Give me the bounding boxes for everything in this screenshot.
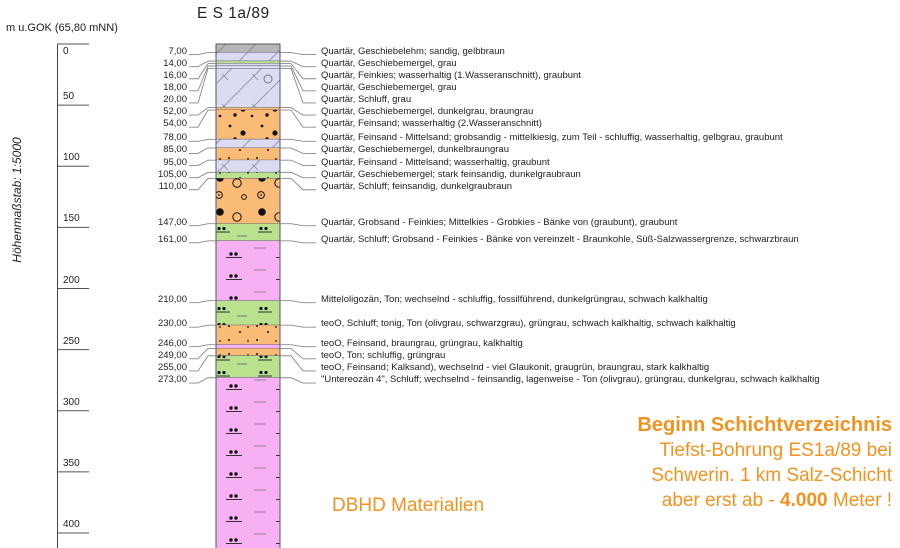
note-line: Schwerin. 1 km Salz-Schicht bbox=[651, 465, 892, 486]
layer-description: Quartär, Geschiebemergel, grau bbox=[321, 81, 457, 93]
layer-description: Quartär, Feinsand; wasserhaltig (2.Wasse… bbox=[321, 118, 542, 130]
note-bold-depth: 4.000 bbox=[780, 490, 828, 511]
layer-description: Quartär, Schluff, grau bbox=[321, 93, 412, 105]
depth-label: 54,00 bbox=[163, 118, 187, 130]
layer-description: teoO, Ton; schluffig, grüngrau bbox=[321, 349, 446, 361]
layer-description: Quartär, Schluff; Grobsand - Feinkies - … bbox=[321, 233, 799, 245]
scale-tick-label: 50 bbox=[63, 91, 75, 103]
scale-tick-label: 350 bbox=[63, 457, 80, 469]
depth-label: 273,00 bbox=[157, 374, 187, 386]
note-line: Beginn Schichtverzeichnis bbox=[637, 414, 892, 436]
depth-label: 78,00 bbox=[163, 132, 187, 144]
depth-label: 246,00 bbox=[157, 337, 187, 349]
depth-label: 161,00 bbox=[157, 233, 187, 245]
depth-label: 20,00 bbox=[163, 93, 187, 105]
note-annotation: Beginn Schichtverzeichnis Tiefst-Bohrung… bbox=[637, 413, 892, 513]
layer-description: Quartär, Feinkies; wasserhaltig (1.Wasse… bbox=[321, 69, 581, 81]
depth-label: 105,00 bbox=[157, 168, 187, 180]
layer-description: Quartär, Geschiebemergel, grau bbox=[321, 57, 457, 69]
depth-label: 85,00 bbox=[163, 144, 187, 156]
layer-description: teoO, Feinsand; Kalksand), wechselnd - v… bbox=[321, 361, 710, 373]
layer-description: teoO, Feinsand, braungrau, grüngrau, kal… bbox=[321, 337, 523, 349]
depth-label: 110,00 bbox=[158, 180, 187, 192]
layer-description: Quartär, Feinsand - Mittelsand; wasserha… bbox=[321, 156, 550, 168]
layer-description: Quartär, Schluff; feinsandig, dunkelgrau… bbox=[321, 180, 513, 192]
depth-label: 210,00 bbox=[157, 293, 187, 305]
note-line: aber erst ab - 4.000 Meter ! bbox=[661, 490, 892, 511]
layer-description: Quartär, Geschiebemergel, dunkelgrau, br… bbox=[321, 106, 534, 118]
layer-description: "Untereozän 4", Schluff; wechselnd - fei… bbox=[321, 374, 820, 386]
depth-label: 255,00 bbox=[157, 361, 187, 373]
depth-axis-label: m u.GOK (65,80 mNN) bbox=[6, 22, 118, 34]
depth-label: 7,00 bbox=[168, 45, 188, 57]
page-title: E S 1a/89 bbox=[197, 5, 270, 22]
depth-label: 95,00 bbox=[163, 156, 187, 168]
scale-tick-label: 400 bbox=[63, 519, 80, 530]
layer-description: Quartär, Geschiebelehm; sandig, gelbbrau… bbox=[321, 45, 505, 57]
note-line: Tiefst-Bohrung ES1a/89 bei bbox=[659, 440, 892, 461]
layer-description: Quartär, Geschiebemergel, dunkelbraungra… bbox=[321, 144, 510, 156]
scale-tick-label: 300 bbox=[63, 396, 80, 408]
scale-tick-label: 100 bbox=[63, 152, 80, 164]
layer-description: Quartär, Geschiebemergel; stark feinsand… bbox=[321, 168, 581, 180]
scale-tick-label: 200 bbox=[63, 274, 80, 286]
scale-tick-label: 150 bbox=[63, 213, 80, 225]
layer-description: Mitteloligozän, Ton; wechselnd - schluff… bbox=[321, 293, 708, 305]
depth-label: 52,00 bbox=[163, 106, 187, 118]
depth-label: 16,00 bbox=[163, 69, 187, 81]
depth-label: 14,00 bbox=[163, 57, 187, 69]
depth-label: 147,00 bbox=[157, 216, 187, 228]
layer-description: Quartär, Grobsand - Feinkies; Mittelkies… bbox=[321, 216, 678, 228]
scale-label: Höhenmaßstab: 1:5000 bbox=[10, 137, 24, 263]
scale-tick-label: 0 bbox=[63, 46, 69, 57]
depth-label: 249,00 bbox=[157, 349, 187, 361]
depth-label: 18,00 bbox=[163, 81, 187, 93]
layer-description: Quartär, Feinsand - Mittelsand; grobsand… bbox=[321, 132, 783, 144]
dbhd-annotation: DBHD Materialien bbox=[332, 495, 485, 516]
scale-tick-label: 250 bbox=[63, 335, 80, 347]
depth-label: 230,00 bbox=[157, 318, 187, 330]
layer-description: teoO, Schluff; tonig, Ton (olivgrau, sch… bbox=[321, 318, 736, 330]
